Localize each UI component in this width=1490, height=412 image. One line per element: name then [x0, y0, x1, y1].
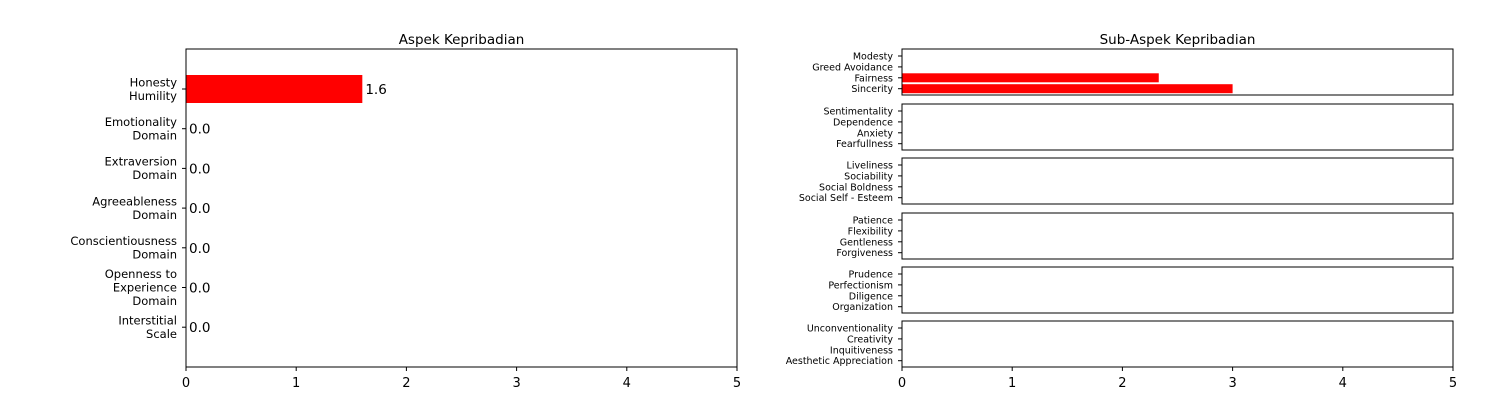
plot-frame	[185, 48, 738, 368]
category-label: Social Boldness	[819, 182, 893, 193]
category-labels: Honesty Humility Emotionality Domain Extrave…	[70, 75, 186, 341]
category-label: Aesthetic Appreciation	[786, 356, 893, 367]
x-tick-label: 3	[1228, 376, 1236, 391]
panel-frame	[901, 266, 1454, 314]
category-label: Conscientiousness Domain	[70, 234, 177, 261]
sub-panel: UnconventionalityCreativityInquitiveness…	[786, 320, 1454, 368]
value-label: 0.0	[189, 281, 210, 297]
value-label: 0.0	[189, 122, 210, 138]
category-label: Gentleness	[840, 237, 893, 248]
category-label: Creativity	[847, 334, 893, 345]
category-label: Prudence	[849, 270, 894, 281]
x-tick-label: 2	[1118, 376, 1126, 391]
category-label: Agreeableness Domain	[92, 194, 177, 222]
panel-frame	[901, 212, 1454, 260]
value-label: 1.6	[365, 82, 386, 98]
panel-frame	[901, 157, 1454, 205]
category-label: Inquitiveness	[830, 345, 893, 356]
x-axis: 0 1 2 3 4 5	[182, 367, 741, 391]
x-tick-label: 5	[733, 376, 741, 391]
x-tick-label: 2	[402, 376, 410, 391]
sub-panel: PrudencePerfectionismDiligenceOrganizati…	[828, 266, 1454, 314]
value-labels: 1.6 0.0 0.0 0.0 0.0 0.0 0.0	[189, 82, 387, 336]
category-label: Modesty	[853, 52, 894, 63]
category-label: Liveliness	[847, 161, 893, 172]
x-tick-label: 0	[898, 376, 906, 391]
panel-frame	[901, 48, 1454, 96]
category-label: Fairness	[854, 73, 893, 84]
bar	[902, 84, 1233, 94]
chart-title: Aspek Kepribadian	[399, 32, 525, 48]
category-label: Sincerity	[851, 84, 893, 95]
category-label: Sentimentality	[823, 107, 893, 118]
category-label: Extraversion Domain	[105, 155, 177, 183]
x-tick-label: 4	[623, 376, 631, 391]
category-label: Patience	[853, 216, 894, 227]
sub-panel: SentimentalityDependenceAnxietyFearfulln…	[823, 103, 1454, 151]
bar	[186, 75, 363, 103]
category-label: Organization	[832, 302, 893, 313]
panel-frame	[901, 103, 1454, 151]
category-label: Perfectionism	[828, 280, 893, 291]
bars	[186, 75, 363, 103]
value-label: 0.0	[189, 241, 210, 257]
category-label: Interstitial Scale	[118, 313, 177, 341]
chart-title: Sub-Aspek Kepribadian	[1100, 32, 1256, 48]
category-label: Anxiety	[857, 128, 893, 139]
category-label: Diligence	[849, 291, 893, 302]
value-label: 0.0	[189, 201, 210, 217]
x-tick-label: 1	[1008, 376, 1016, 391]
category-label: Fearfullness	[836, 139, 893, 150]
category-label: Sociability	[844, 171, 893, 182]
category-label: Honesty Humility	[129, 75, 177, 103]
category-label: Social Self - Esteem	[799, 193, 893, 204]
category-label: Dependence	[833, 117, 893, 128]
category-label: Openness to Experience Domain	[105, 267, 177, 308]
x-tick-label: 1	[292, 376, 300, 391]
x-tick-label: 3	[512, 376, 520, 391]
aspek-chart: Aspek Kepribadian Honesty Humility Emotion…	[70, 32, 741, 391]
x-tick-label: 0	[182, 376, 190, 391]
panel-frame	[901, 320, 1454, 368]
category-label: Unconventionality	[807, 324, 894, 335]
x-tick-label: 4	[1339, 376, 1347, 391]
bar	[902, 73, 1159, 83]
x-axis: 0 1 2 3 4 5	[898, 367, 1457, 391]
x-tick-label: 5	[1449, 376, 1457, 391]
category-label: Forgiveness	[836, 248, 893, 259]
category-label: Flexibility	[848, 226, 894, 237]
value-label: 0.0	[189, 161, 210, 177]
value-label: 0.0	[189, 320, 210, 336]
category-label: Emotionality Domain	[105, 115, 177, 143]
category-label: Greed Avoidance	[812, 62, 893, 73]
